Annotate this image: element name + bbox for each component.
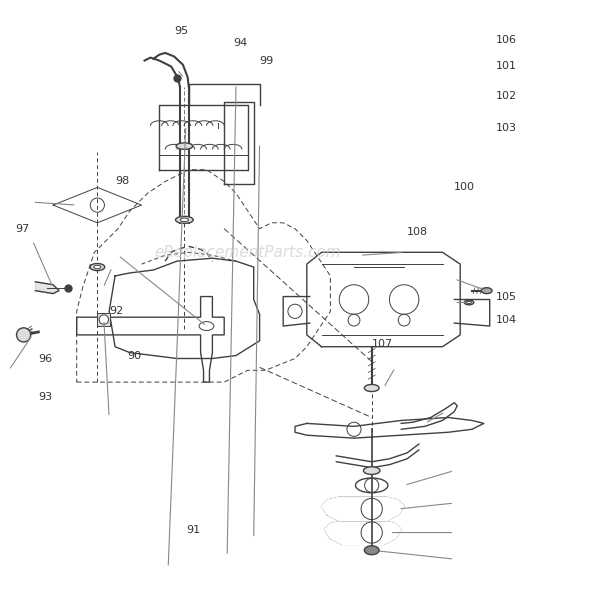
Polygon shape [77, 297, 224, 382]
Ellipse shape [364, 385, 379, 392]
Polygon shape [307, 252, 460, 347]
Polygon shape [35, 282, 59, 294]
Text: 105: 105 [496, 292, 517, 301]
Text: 94: 94 [233, 38, 247, 48]
Polygon shape [324, 521, 401, 544]
Text: 96: 96 [38, 353, 53, 364]
Text: 91: 91 [186, 525, 200, 534]
Text: 101: 101 [496, 62, 517, 71]
Text: 98: 98 [115, 177, 129, 186]
Text: eReplacementParts.com: eReplacementParts.com [155, 245, 341, 260]
Ellipse shape [355, 478, 388, 493]
Text: 99: 99 [260, 56, 274, 65]
Polygon shape [295, 418, 484, 438]
Ellipse shape [175, 216, 193, 223]
Ellipse shape [199, 322, 214, 331]
Ellipse shape [176, 143, 192, 149]
Text: 95: 95 [174, 26, 188, 36]
Ellipse shape [94, 265, 101, 269]
Circle shape [99, 315, 109, 324]
Text: 102: 102 [496, 91, 517, 101]
Ellipse shape [363, 467, 380, 474]
Ellipse shape [181, 218, 189, 222]
Ellipse shape [464, 300, 474, 305]
Text: 93: 93 [38, 392, 53, 402]
Text: 100: 100 [454, 183, 476, 192]
Text: 106: 106 [496, 35, 517, 45]
Ellipse shape [364, 546, 379, 555]
Ellipse shape [90, 264, 105, 271]
Text: 107: 107 [372, 339, 393, 349]
Circle shape [17, 328, 31, 342]
Ellipse shape [467, 301, 471, 304]
Text: 103: 103 [496, 123, 517, 134]
Text: 90: 90 [127, 350, 141, 361]
Text: 108: 108 [407, 226, 428, 237]
Bar [97, 313, 110, 326]
Text: 97: 97 [15, 223, 29, 234]
Text: 92: 92 [109, 306, 123, 316]
Ellipse shape [481, 288, 492, 294]
Text: 104: 104 [496, 315, 517, 325]
Polygon shape [322, 497, 404, 521]
